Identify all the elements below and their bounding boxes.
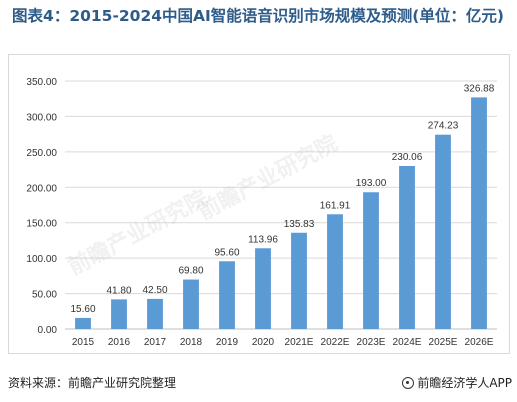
data-label: 161.91 xyxy=(320,200,351,211)
x-tick-label: 2022E xyxy=(321,337,350,348)
x-tick-label: 2018 xyxy=(180,337,203,348)
data-label: 193.00 xyxy=(356,178,387,189)
data-label: 274.23 xyxy=(428,121,459,132)
bar xyxy=(327,214,343,329)
bar xyxy=(111,299,127,329)
x-tick-label: 2016 xyxy=(108,337,131,348)
x-tick-label: 2021E xyxy=(285,337,314,348)
bar xyxy=(219,261,235,329)
brand-name: 前瞻经济学人APP xyxy=(417,376,512,390)
y-tick-label: 250.00 xyxy=(26,148,57,159)
x-tick-label: 2017 xyxy=(144,337,167,348)
data-label: 326.88 xyxy=(464,83,495,94)
brand: 前瞻经济学人APP xyxy=(402,374,512,391)
data-label: 15.60 xyxy=(70,304,95,315)
footer: 资料来源：前瞻产业研究院整理 前瞻经济学人APP xyxy=(8,370,512,392)
x-tick-label: 2015 xyxy=(72,337,95,348)
bar xyxy=(291,232,307,329)
data-label: 230.06 xyxy=(392,152,423,163)
bar xyxy=(75,317,91,329)
bar xyxy=(363,192,379,329)
data-label: 41.80 xyxy=(106,285,131,296)
x-tick-label: 2019 xyxy=(216,337,239,348)
x-tick-label: 2020 xyxy=(252,337,275,348)
y-tick-label: 0.00 xyxy=(38,325,58,336)
bar xyxy=(435,134,451,329)
y-tick-label: 50.00 xyxy=(32,290,57,301)
y-tick-label: 350.00 xyxy=(26,77,57,88)
brand-logo-icon xyxy=(402,376,415,389)
bar xyxy=(399,165,415,329)
x-tick-label: 2026E xyxy=(465,337,494,348)
x-tick-label: 2023E xyxy=(357,337,386,348)
x-tick-label: 2025E xyxy=(429,337,458,348)
x-tick-label: 2024E xyxy=(393,337,422,348)
bar-chart: 0.00 50.00 100.00 150.00 200.00 250.00 300.00 3… xyxy=(26,77,497,348)
source-note: 资料来源：前瞻产业研究院整理 xyxy=(8,376,177,390)
data-label: 42.50 xyxy=(142,285,167,296)
bar xyxy=(255,248,271,329)
y-tick-label: 200.00 xyxy=(26,183,57,194)
y-tick-label: 300.00 xyxy=(26,112,57,123)
y-tick-label: 150.00 xyxy=(26,219,57,230)
chart-area: 0.00 50.00 100.00 150.00 200.00 250.00 300.00 3… xyxy=(8,54,510,354)
data-label: 135.83 xyxy=(284,219,315,230)
data-label: 95.60 xyxy=(214,247,239,258)
data-label: 69.80 xyxy=(178,266,203,277)
y-tick-label: 100.00 xyxy=(26,254,57,265)
bar xyxy=(471,97,487,329)
bar xyxy=(183,279,199,329)
bar xyxy=(147,298,163,329)
data-label: 113.96 xyxy=(248,234,278,245)
chart-title: 图表4：2015-2024中国AI智能语音识别市场规模及预测(单位：亿元) xyxy=(12,7,504,25)
